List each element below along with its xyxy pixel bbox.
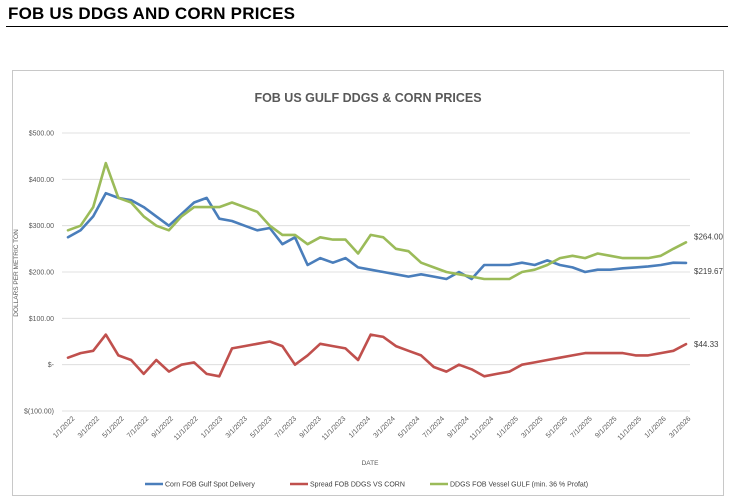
series-end-label-2: $264.00 (694, 232, 723, 241)
x-tick-label: 9/1/2022 (151, 415, 175, 439)
y-tick-label: $300.00 (29, 223, 54, 230)
x-tick-label: 3/1/2025 (520, 415, 544, 439)
series-line-0 (66, 191, 688, 281)
x-tick-label: 1/1/2022 (52, 415, 76, 439)
legend-label-1: Spread FOB DDGS VS CORN (310, 482, 405, 489)
page-heading: FOB US DDGS AND CORN PRICES (8, 4, 296, 23)
chart-frame (12, 70, 724, 496)
x-tick-label: 3/1/2026 (668, 415, 692, 439)
y-tick-label: $(100.00) (24, 409, 54, 416)
x-tick-label: 9/1/2025 (594, 415, 618, 439)
x-tick-label: 5/1/2023 (249, 415, 273, 439)
x-tick-label: 5/1/2025 (545, 415, 569, 439)
x-tick-label: 11/1/2023 (321, 415, 348, 442)
y-tick-label: $- (48, 362, 55, 369)
x-tick-label: 11/1/2024 (469, 415, 496, 442)
x-tick-label: 3/1/2023 (225, 415, 249, 439)
x-tick-label: 9/1/2024 (446, 415, 470, 439)
x-tick-label: 3/1/2024 (373, 415, 397, 439)
legend-label-0: Corn FOB Gulf Spot Delivery (165, 482, 255, 489)
x-tick-label: 9/1/2023 (299, 415, 323, 439)
x-tick-label: 3/1/2022 (77, 415, 101, 439)
x-tick-label: 1/1/2025 (496, 415, 520, 439)
x-tick-label: 7/1/2022 (126, 415, 150, 439)
x-tick-label: 1/1/2026 (644, 415, 668, 439)
x-tick-label: 5/1/2024 (397, 415, 421, 439)
x-tick-label: 1/1/2023 (200, 415, 224, 439)
x-tick-label: 5/1/2022 (101, 415, 125, 439)
series-end-label-0: $219.67 (694, 267, 723, 276)
y-tick-label: $500.00 (29, 131, 54, 138)
x-tick-label: 11/1/2022 (173, 415, 200, 442)
x-tick-label: 11/1/2025 (617, 415, 644, 442)
y-tick-label: $400.00 (29, 177, 54, 184)
x-tick-label: 7/1/2025 (570, 415, 594, 439)
series-end-label-1: $44.33 (694, 340, 719, 349)
y-axis-label: DOLLARS PER METRIC TON (13, 229, 20, 317)
y-tick-label: $100.00 (29, 316, 54, 323)
legend-label-2: DDGS FOB Vessel GULF (min. 36 % Profat) (450, 482, 588, 489)
x-tick-label: 7/1/2023 (274, 415, 298, 439)
series-line-2 (66, 161, 688, 281)
heading-divider (6, 26, 728, 27)
x-axis-label: DATE (362, 460, 380, 467)
series-line-1 (66, 333, 688, 378)
x-tick-label: 7/1/2024 (422, 415, 446, 439)
y-tick-label: $200.00 (29, 270, 54, 277)
x-tick-label: 1/1/2024 (348, 415, 372, 439)
chart-title: FOB US GULF DDGS & CORN PRICES (254, 91, 481, 105)
